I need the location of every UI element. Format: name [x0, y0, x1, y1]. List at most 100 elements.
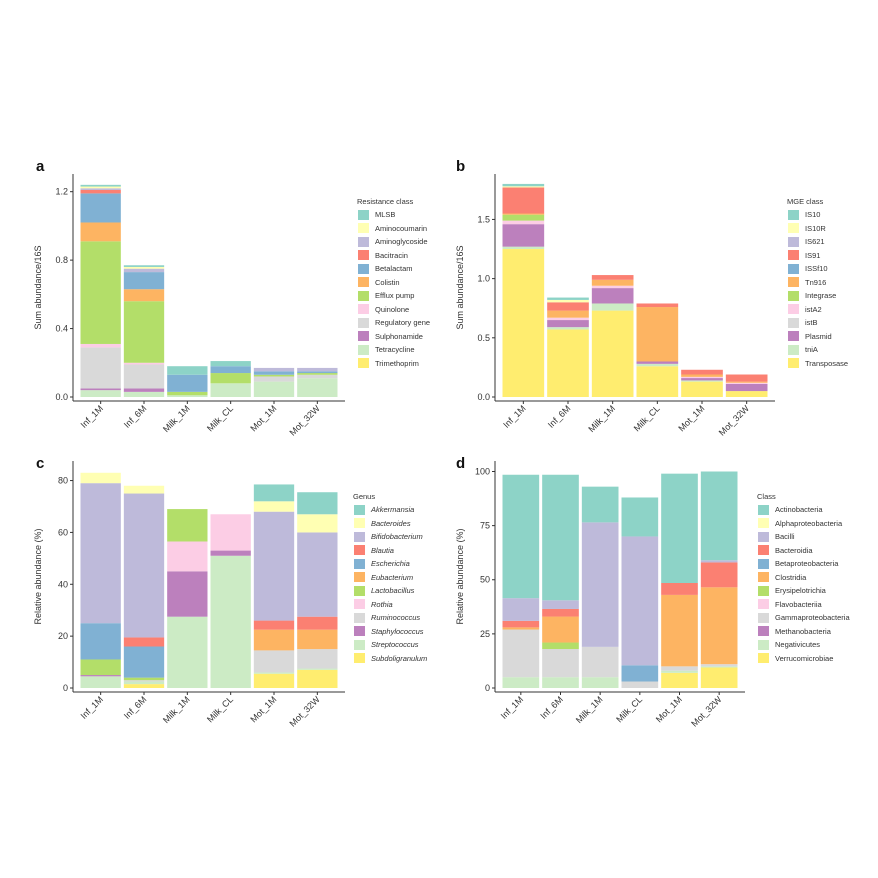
- legend-swatch: [757, 652, 770, 665]
- bar-segment: [167, 541, 208, 572]
- legend-item: tniA: [787, 343, 848, 357]
- legend-swatch: [357, 276, 370, 289]
- legend-swatch: [357, 249, 370, 262]
- legend-swatch: [357, 357, 370, 370]
- legend-item: Gammaproteobacteria: [757, 611, 850, 625]
- panel-a: a 0.0 0.4 0.8 1.2 Sum abundance/16S Inf_1M Inf…: [0, 0, 439, 439]
- legend-item: IS621: [787, 235, 848, 249]
- bar-segment: [542, 474, 579, 601]
- legend-item: Integrase: [787, 289, 848, 303]
- bar-segment: [502, 246, 545, 250]
- bar-stack-Milk_CL: [210, 361, 251, 397]
- bar-stack-Milk_1M: [167, 366, 208, 397]
- legend-item: Bacteroidia: [757, 544, 850, 558]
- legend-swatch: [353, 517, 366, 530]
- bar-segment: [581, 486, 619, 523]
- bar-stack-Inf_1M: [80, 184, 121, 397]
- bar-stack-Milk_CL: [210, 514, 251, 688]
- bar-segment: [210, 550, 251, 556]
- legend-swatch: [353, 611, 366, 624]
- bar-segment: [636, 363, 679, 367]
- bar-stack-Inf_6M: [542, 474, 579, 688]
- legend-item: Bifidobacterium: [353, 530, 427, 544]
- bar-segment: [591, 310, 634, 397]
- bar-segment: [542, 608, 579, 617]
- legend-label: Alphaproteobacteria: [775, 518, 843, 528]
- bar-segment: [253, 374, 295, 377]
- legend-label: Efflux pump: [375, 291, 415, 301]
- bar-stack-Mot_32W: [700, 471, 738, 688]
- panel-c: c 0 20 40 60 80 Relative abundance (%) Inf_1M I…: [33, 455, 427, 729]
- bar-segment: [502, 187, 545, 214]
- bar-segment: [542, 600, 579, 609]
- bar-segment: [80, 659, 121, 676]
- legend-label: Tn916: [805, 277, 827, 287]
- bar-segment: [80, 241, 121, 344]
- bar-segment: [297, 649, 338, 669]
- legend-swatch: [787, 357, 800, 370]
- bar-segment: [502, 627, 540, 630]
- bar-segment: [547, 320, 589, 328]
- legend-item: Streptococcus: [353, 638, 427, 652]
- bar-segment: [502, 183, 545, 187]
- bar-segment: [123, 391, 165, 397]
- bar-segment: [80, 347, 121, 389]
- y-tick-label: 100: [475, 466, 490, 476]
- bar-stack-Mot_1M: [253, 367, 295, 397]
- y-axis-label: Relative abundance (%): [455, 528, 465, 624]
- legend-swatch: [353, 638, 366, 651]
- legend-item: Colistin: [357, 276, 430, 290]
- bar-segment: [636, 303, 679, 308]
- legend-item: Ruminococcus: [353, 611, 427, 625]
- legend-label: Tetracycline: [375, 345, 415, 355]
- legend-b: MGE class IS10 IS10R IS621 IS91 ISSf10 Tn916 I…: [787, 197, 848, 370]
- bar-segment: [123, 301, 165, 363]
- legend-label: Bifidobacterium: [371, 532, 423, 542]
- legend-label: Blautia: [371, 545, 394, 555]
- legend-item: Methanobacteria: [757, 625, 850, 639]
- legend-swatch: [787, 235, 800, 248]
- legend-label: Plasmid: [805, 331, 832, 341]
- bar-segment: [167, 509, 208, 542]
- bar-stack-Mot_32W: [297, 367, 338, 397]
- y-tick-label: 1.0: [477, 274, 490, 284]
- y-tick-label: 0.0: [477, 392, 490, 402]
- bar-segment: [253, 371, 295, 375]
- bar-segment: [297, 378, 338, 397]
- legend-swatch: [787, 343, 800, 356]
- legend-label: Bacitracin: [375, 250, 408, 260]
- legend-item: Sulphonamide: [357, 330, 430, 344]
- x-tick-label: Milk_CL: [614, 694, 644, 724]
- bar-segment: [636, 361, 679, 364]
- bar-segment: [661, 473, 698, 583]
- bar-segment: [502, 220, 545, 225]
- legend-label: Bacilli: [775, 532, 795, 542]
- y-tick-label: 80: [58, 476, 68, 486]
- bar-segment: [123, 364, 165, 389]
- legend-swatch: [787, 330, 800, 343]
- bar-segment: [297, 616, 338, 630]
- bar-segment: [253, 367, 295, 372]
- bar-segment: [253, 650, 295, 673]
- bar-segment: [123, 272, 165, 290]
- legend-label: Rothia: [371, 599, 393, 609]
- bar-segment: [502, 249, 545, 397]
- legend-swatch: [787, 208, 800, 221]
- bar-segment: [123, 684, 165, 688]
- legend-item: Escherichia: [353, 557, 427, 571]
- bar-stack-Mot_32W: [297, 492, 338, 688]
- bar-segment: [80, 222, 121, 242]
- legend-swatch: [757, 557, 770, 570]
- y-axis-label: Relative abundance (%): [33, 528, 43, 624]
- bar-segment: [167, 616, 208, 688]
- bar-segment: [123, 388, 165, 392]
- bar-segment: [502, 598, 540, 621]
- legend-label: Flavobacteriia: [775, 599, 822, 609]
- bar-segment: [661, 594, 698, 667]
- legend-label: ISSf10: [805, 264, 828, 274]
- legend-item: Bacteroides: [353, 517, 427, 531]
- legend-swatch: [353, 530, 366, 543]
- legend-swatch: [357, 303, 370, 316]
- legend-swatch: [357, 330, 370, 343]
- bar-segment: [581, 522, 619, 647]
